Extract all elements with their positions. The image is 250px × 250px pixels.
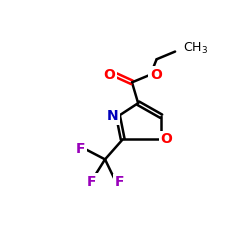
Text: F: F [86,175,96,189]
Text: F: F [115,176,124,190]
Text: O: O [161,132,172,146]
Text: N: N [107,109,118,123]
Text: F: F [76,142,85,156]
Text: CH$_3$: CH$_3$ [183,41,208,56]
Text: O: O [150,68,162,82]
Text: O: O [104,68,116,82]
